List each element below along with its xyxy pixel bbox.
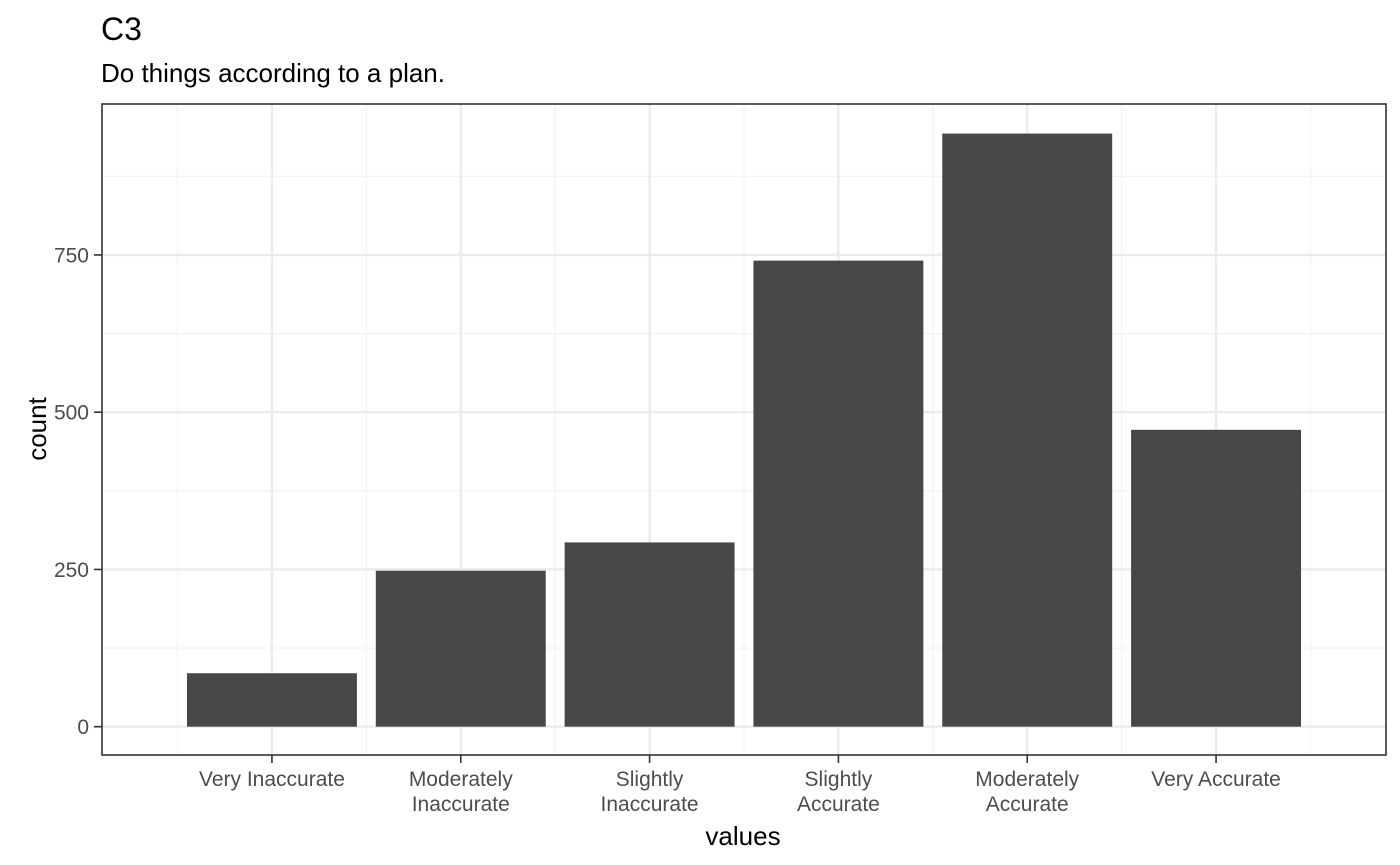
bar — [564, 542, 735, 727]
y-axis-title: count — [22, 396, 52, 460]
bar — [186, 673, 357, 727]
x-axis-ticks: Very Inaccurate ModeratelyInaccurateSligh… — [199, 755, 1281, 816]
y-tick-label: 0 — [77, 716, 89, 739]
x-tick-label: Inaccurate — [601, 793, 699, 816]
x-tick-label: Accurate — [797, 793, 880, 816]
x-tick-label: Very Inaccurate — [199, 768, 345, 791]
y-axis-ticks: 0 250 500 750 — [54, 244, 102, 739]
x-tick-label: Moderately — [975, 768, 1079, 791]
bars — [186, 133, 1302, 727]
bar — [942, 133, 1113, 727]
x-tick-label: Slightly — [616, 768, 684, 791]
bar — [375, 570, 546, 727]
bar — [753, 260, 924, 727]
chart-title: C3 — [101, 11, 142, 47]
y-tick-label: 500 — [54, 402, 89, 425]
x-axis-title: values — [705, 821, 780, 851]
x-tick-label: Moderately — [409, 768, 513, 791]
bar — [1131, 429, 1302, 727]
y-tick-label: 750 — [54, 244, 89, 267]
chart-subtitle: Do things according to a plan. — [101, 58, 445, 88]
x-tick-label: Slightly — [805, 768, 873, 791]
y-tick-label: 250 — [54, 559, 89, 582]
x-tick-label: Inaccurate — [412, 793, 510, 816]
x-tick-label: Accurate — [986, 793, 1069, 816]
panel-border — [101, 103, 1387, 756]
x-tick-label: Very Accurate — [1151, 768, 1281, 791]
